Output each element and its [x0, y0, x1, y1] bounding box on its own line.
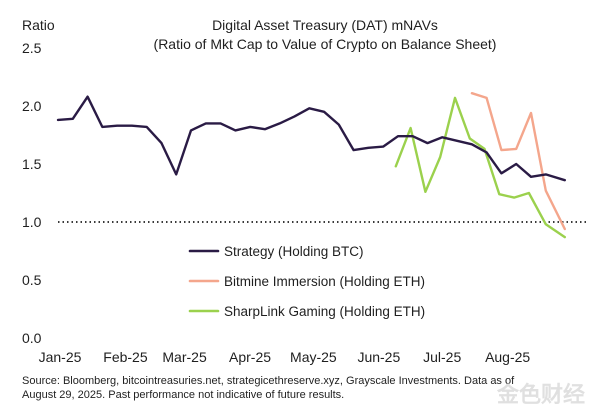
- x-axis: Jan-25 Feb-25 Mar-25 Apr-25 May-25 Jun-25 Jul-…: [39, 349, 531, 365]
- x-tick-label: Apr-25: [229, 349, 271, 365]
- y-tick-label: 1.0: [22, 214, 42, 230]
- source-note-line-1: Source: Bloomberg, bitcointreasuries.net…: [22, 375, 515, 387]
- legend: Strategy (Holding BTC) Bitmine Immersion …: [188, 244, 425, 319]
- watermark-logo: 金色财经: [496, 382, 585, 407]
- series-line-strategy-holding-btc: [56, 95, 566, 182]
- legend-label: Bitmine Immersion (Holding ETH): [224, 274, 425, 289]
- x-tick-label: Jul-25: [423, 349, 461, 365]
- source-note-line-2: August 29, 2025. Past performance not in…: [22, 389, 344, 401]
- x-tick-label: Feb-25: [103, 349, 148, 365]
- y-tick-label: 0.5: [22, 272, 42, 288]
- series-layer: [56, 91, 566, 239]
- series-line-bitmine-immersion-holding-eth: [470, 91, 566, 231]
- y-tick-label: 2.0: [22, 98, 42, 114]
- y-axis-label: Ratio: [22, 17, 55, 33]
- chart-subtitle: (Ratio of Mkt Cap to Value of Crypto on …: [154, 36, 497, 52]
- y-axis: 0.0 0.5 1.0 1.5 2.0 2.5: [22, 40, 42, 346]
- x-tick-label: Aug-25: [485, 349, 530, 365]
- x-tick-label: May-25: [290, 349, 337, 365]
- x-tick-label: Jan-25: [39, 349, 82, 365]
- legend-label: SharpLink Gaming (Holding ETH): [224, 304, 425, 319]
- chart-title: Digital Asset Treasury (DAT) mNAVs: [212, 17, 438, 33]
- series-line-sharplink-gaming-holding-eth: [394, 96, 566, 239]
- y-tick-label: 2.5: [22, 40, 42, 56]
- y-tick-label: 1.5: [22, 156, 42, 172]
- x-tick-label: Jun-25: [357, 349, 400, 365]
- y-tick-label: 0.0: [22, 330, 42, 346]
- legend-label: Strategy (Holding BTC): [224, 244, 364, 259]
- x-tick-label: Mar-25: [162, 349, 207, 365]
